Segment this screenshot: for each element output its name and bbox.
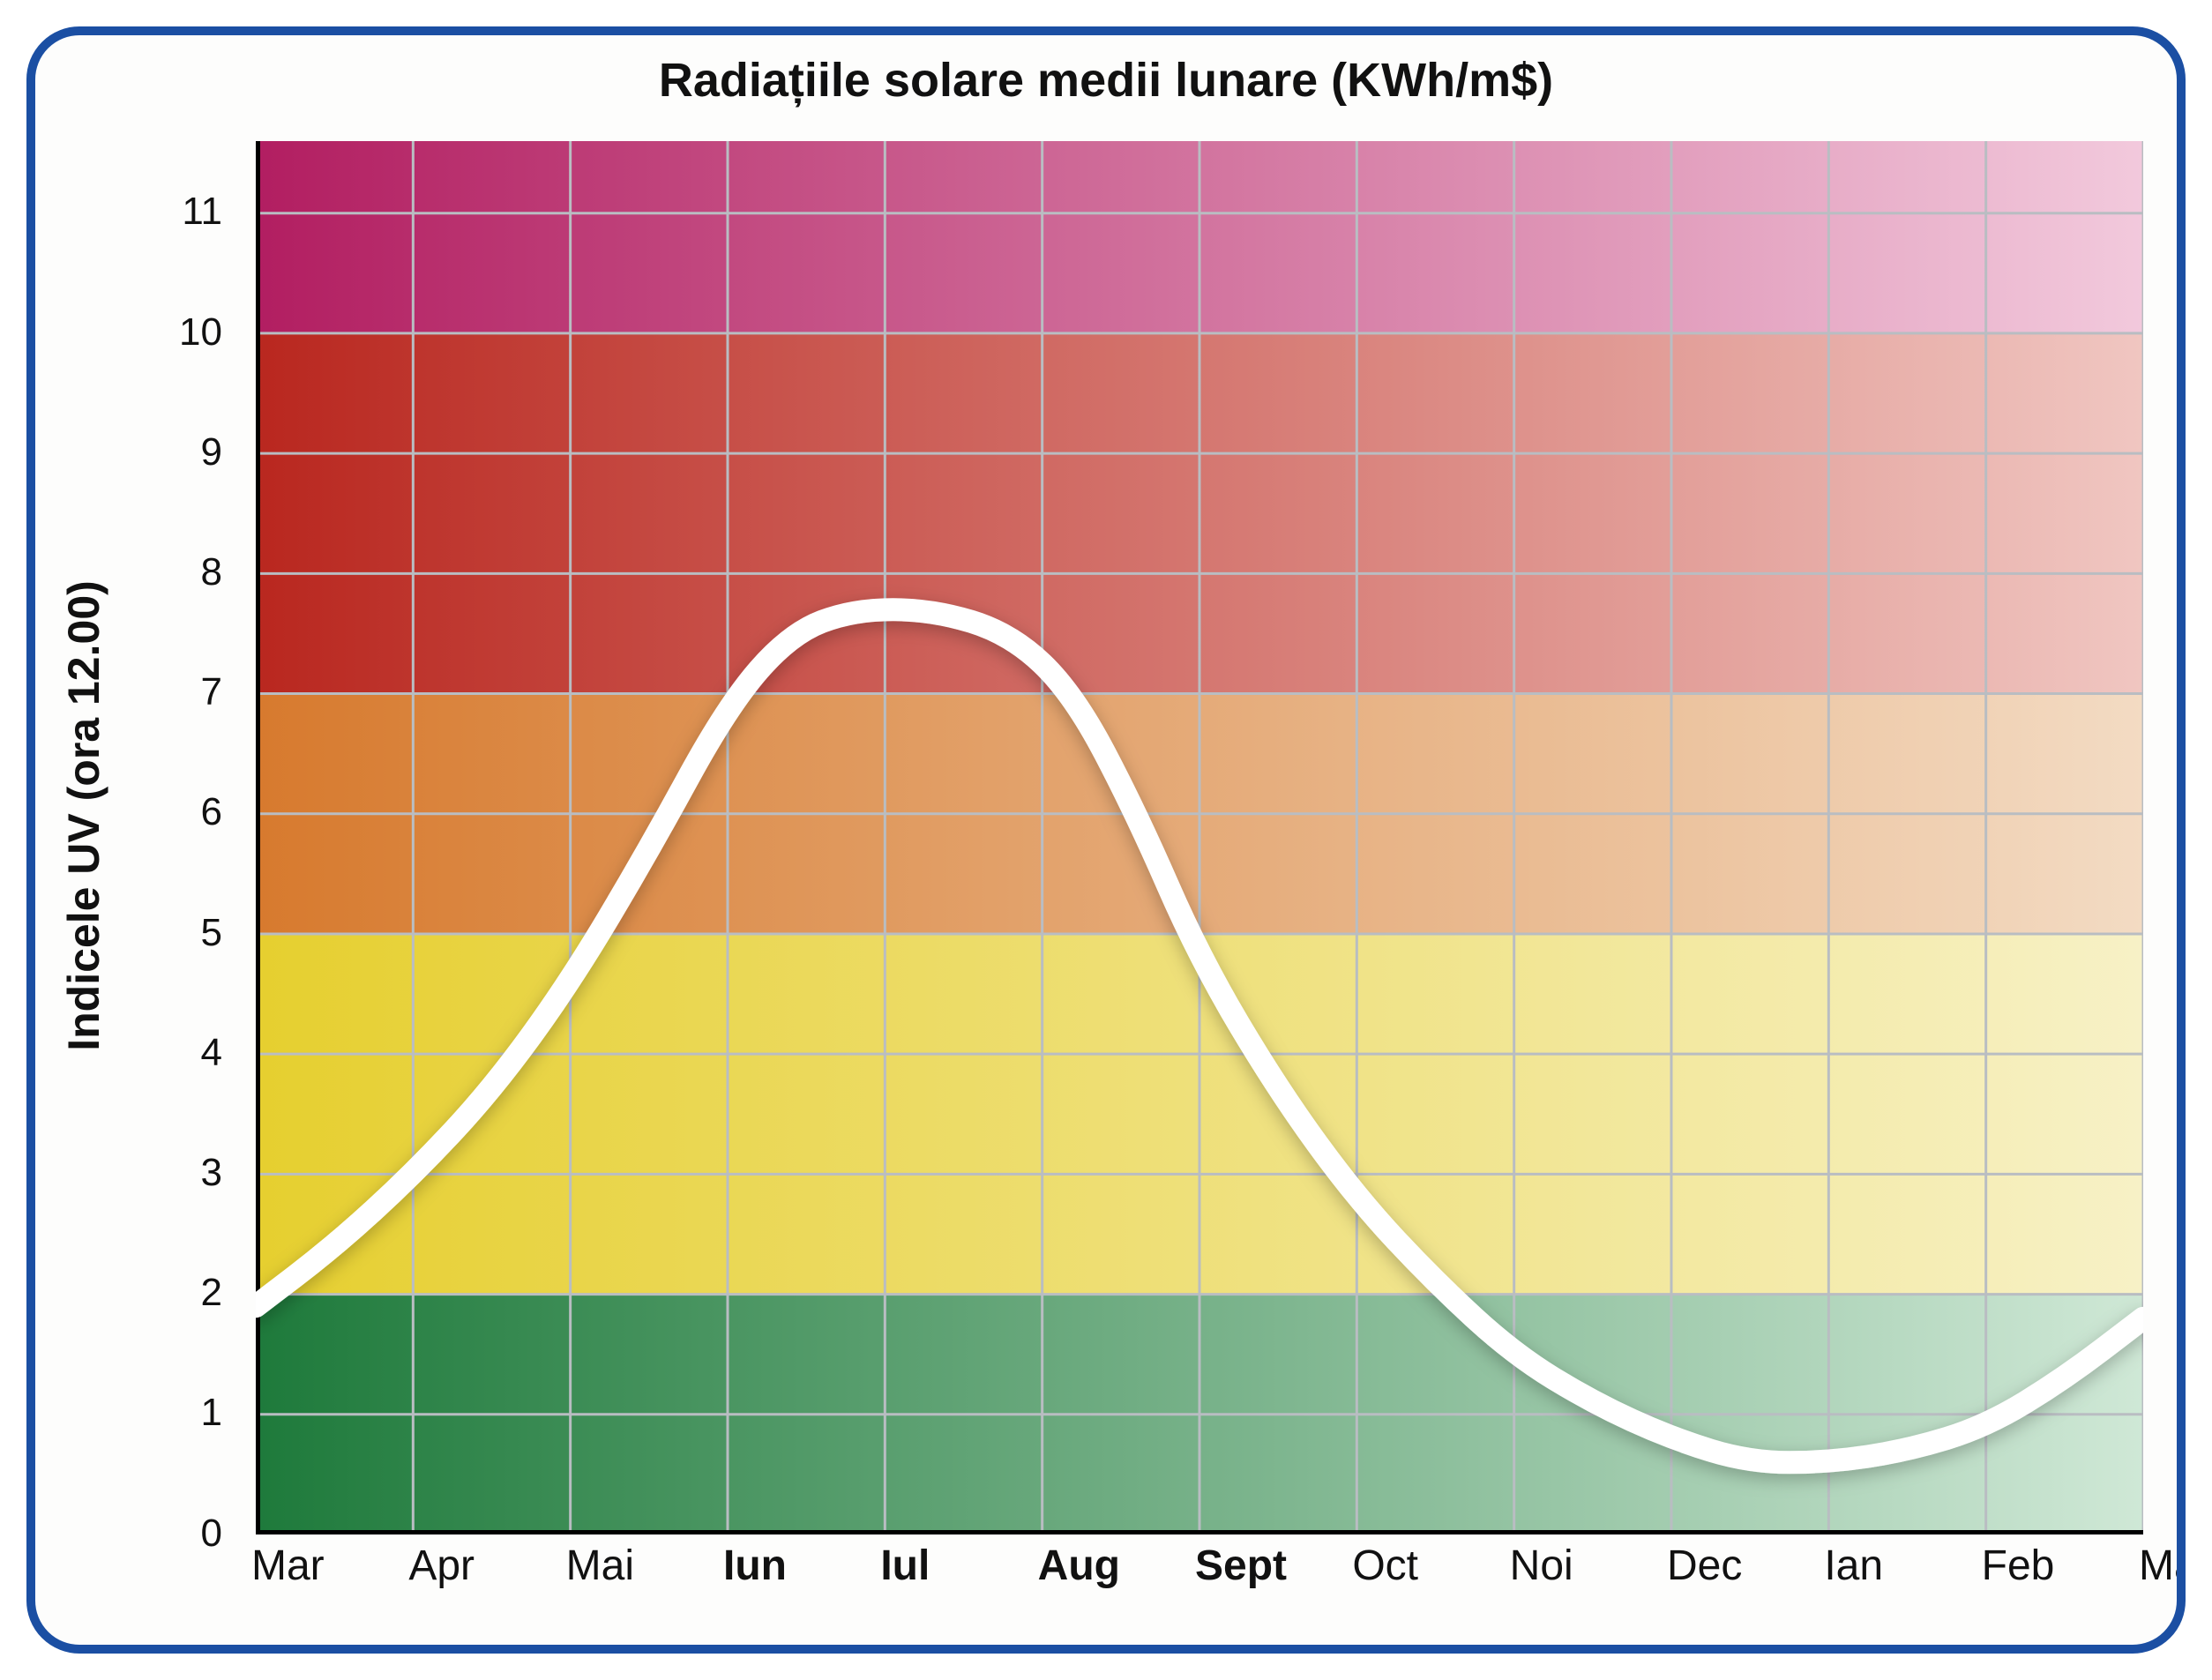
y-tick-label: 4 [201,1031,222,1075]
y-tick-label: 10 [179,310,222,355]
y-tick-label: 0 [201,1512,222,1556]
y-tick-label: 5 [201,911,222,955]
plot-area [256,141,2143,1534]
y-tick-label: 9 [201,430,222,474]
x-tick-label: Ian [1824,1542,1883,1590]
y-tick-label: 2 [201,1271,222,1315]
x-tick-label: Iun [723,1542,787,1590]
y-tick-label: 8 [201,550,222,594]
x-tick-label: Noi [1510,1542,1573,1590]
chart-frame: Radiațiile solare medii lunare (KWh/m$) … [26,26,2186,1654]
y-tick-label: 3 [201,1151,222,1195]
y-axis-label: Indicele UV (ora 12.00) [58,580,109,1051]
x-tick-label: Mar [251,1542,325,1590]
y-tick-label: 7 [201,670,222,714]
y-tick-label: 1 [201,1391,222,1435]
x-tick-label: Aug [1038,1542,1120,1590]
x-tick-label: Iul [880,1542,930,1590]
x-tick-label: Oct [1352,1542,1418,1590]
y-tick-label: 11 [182,190,222,234]
x-tick-label: Feb [1982,1542,2055,1590]
chart-title: Radiațiile solare medii lunare (KWh/m$) [35,53,2177,108]
plot-svg [256,141,2143,1534]
x-tick-label: Apr [408,1542,475,1590]
y-tick-label: 6 [201,790,222,834]
x-tick-label: Sept [1195,1542,1287,1590]
x-tick-label: Dec [1667,1542,1742,1590]
x-tick-label: Mar [2139,1542,2186,1590]
x-tick-label: Mai [566,1542,634,1590]
